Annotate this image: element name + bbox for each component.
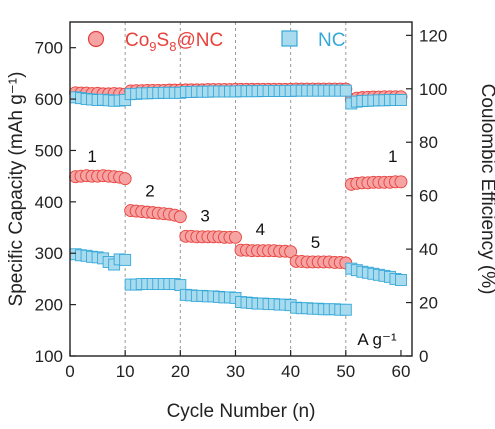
y-tick-label: 600 [35,90,63,109]
data-point [118,172,132,186]
x-axis-label: Cycle Number (n) [167,401,316,422]
legend-label-co9s8nc: Co9S8@NC [125,30,223,54]
legend-marker-nc [281,30,298,47]
y-tick-label: 100 [35,347,63,366]
y-tick-label: 200 [35,296,63,315]
x-tick-label: 30 [226,362,245,381]
y-tick-label: 400 [35,193,63,212]
y-tick-label: 700 [35,39,63,58]
data-point [284,245,298,259]
y2-axis-label: Coulombic Efficiency (%) [477,84,495,295]
y2-tick-label: 80 [419,133,438,152]
rate-annotations: 1 2 3 4 5 1 [87,147,397,252]
y-axis-label: Specific Capacity (mAh g⁻¹) [6,72,27,307]
data-point [173,210,187,224]
data-point [395,94,407,106]
data-point [119,253,132,266]
data-point [229,230,242,244]
x-tick-label: 60 [392,362,411,381]
series-1 [69,248,407,316]
series-0 [69,169,408,270]
unit-annotation: A g⁻¹ [357,330,397,349]
rate-label: 5 [311,233,320,252]
plot-frame [69,21,413,357]
legend-marker-co9s8nc [87,30,105,48]
y2-tick-label: 40 [419,240,438,259]
y2-tick-label: 100 [419,80,447,99]
x-tick-label: 40 [281,362,300,381]
y2-tick-label: 120 [419,26,447,45]
y2-tick-label: 60 [419,187,438,206]
data-point [395,274,407,286]
data-markers [69,82,408,316]
y2-tick-label: 20 [419,294,438,313]
legend: Co9S8@NC NC [87,30,345,54]
data-point [339,303,352,316]
x-tick-label: 0 [65,362,74,381]
x-tick-label: 50 [336,362,355,381]
series-3 [69,84,407,110]
rate-label: 4 [256,220,265,239]
rate-label: 1 [87,147,96,166]
rate-label: 3 [200,206,209,225]
axis-ticks: 0 10 20 30 40 50 60 100 200 300 400 500 600 700 0 20 40 6… [35,26,448,381]
y-tick-label: 300 [35,244,63,263]
data-point [339,84,352,97]
x-tick-label: 20 [171,362,190,381]
rate-label: 1 [388,147,397,166]
legend-label-nc: NC [318,30,345,51]
x-tick-label: 10 [116,362,135,381]
y2-tick-label: 0 [419,347,428,366]
rate-label: 2 [145,182,154,201]
data-point [394,175,408,189]
y-tick-label: 500 [35,141,63,160]
